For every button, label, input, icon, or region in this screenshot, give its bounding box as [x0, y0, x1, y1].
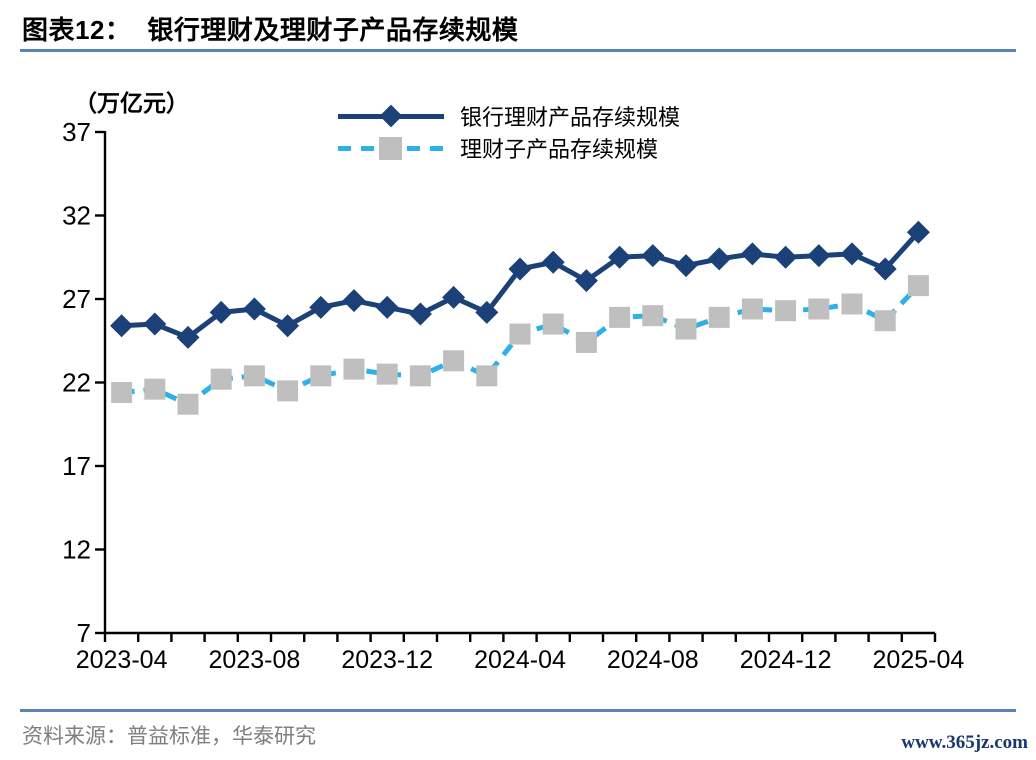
x-tick-label: 2023-08 — [209, 646, 301, 674]
axes — [95, 130, 937, 642]
square-marker — [609, 306, 631, 328]
y-tick-label: 17 — [62, 451, 91, 481]
diamond-marker — [807, 244, 831, 268]
square-marker — [542, 313, 564, 335]
square-marker — [775, 300, 797, 322]
legend-label-subsidiary-products: 理财子产品存续规模 — [460, 137, 659, 162]
diamond-marker — [906, 220, 930, 244]
square-marker-icon — [379, 137, 402, 160]
diamond-marker — [309, 295, 333, 319]
diamond-marker — [608, 245, 632, 269]
square-marker — [243, 365, 265, 387]
diamond-marker — [375, 295, 399, 319]
diamond-marker — [475, 300, 499, 324]
square-marker — [509, 323, 531, 345]
diamond-marker — [840, 242, 864, 266]
square-marker — [708, 306, 730, 328]
figure-title-text: 银行理财及理财子产品存续规模 — [147, 15, 519, 45]
series-bank-markers — [110, 220, 930, 349]
diamond-marker — [408, 302, 432, 326]
square-marker — [675, 318, 697, 340]
square-marker — [841, 293, 863, 315]
x-tick-label: 2024-04 — [474, 646, 566, 674]
figure-title: 图表12： 银行理财及理财子产品存续规模 — [22, 10, 518, 47]
legend-label-bank-products: 银行理财产品存续规模 — [460, 105, 681, 130]
legend-item-subsidiary-products: 理财子产品存续规模 — [338, 132, 680, 164]
diamond-marker — [276, 314, 300, 338]
square-marker — [741, 298, 763, 320]
diamond-marker — [674, 254, 698, 278]
chart-legend: 银行理财产品存续规模 理财子产品存续规模 — [338, 100, 680, 164]
y-tick-label: 22 — [62, 368, 91, 398]
figure-number: 图表12： — [22, 15, 132, 45]
diamond-marker — [873, 257, 897, 281]
square-marker — [111, 382, 133, 404]
square-marker — [443, 350, 465, 372]
diamond-marker — [442, 285, 466, 309]
square-marker — [376, 363, 398, 385]
diamond-marker — [176, 325, 200, 349]
footer-divider — [20, 709, 1016, 712]
square-marker — [907, 275, 929, 297]
square-marker — [476, 365, 498, 387]
square-marker — [575, 331, 597, 353]
y-tick-label: 37 — [62, 117, 91, 147]
diamond-marker — [110, 314, 134, 338]
y-tick-label: 12 — [62, 535, 91, 565]
y-tick-label: 7 — [77, 618, 91, 648]
diamond-marker — [641, 244, 665, 268]
title-divider — [20, 49, 1016, 52]
diamond-marker — [508, 257, 532, 281]
x-tick-label: 2024-12 — [740, 646, 832, 674]
y-axis-unit-label: （万亿元） — [74, 90, 189, 116]
square-marker — [177, 393, 199, 415]
square-marker — [277, 380, 299, 402]
square-marker — [310, 365, 332, 387]
y-tick-label: 27 — [62, 284, 91, 314]
legend-line-diamond-icon — [338, 103, 444, 129]
square-marker — [409, 365, 431, 387]
square-marker — [343, 358, 365, 380]
square-marker — [210, 368, 232, 390]
watermark-link[interactable]: www.365jz.com — [901, 732, 1028, 753]
square-marker — [642, 305, 664, 327]
legend-dashed-square-icon — [338, 135, 444, 161]
diamond-marker — [242, 297, 266, 321]
x-tick-label: 2023-04 — [76, 646, 168, 674]
square-marker — [874, 310, 896, 332]
diamond-marker — [740, 242, 764, 266]
series-subsidiary-line — [121, 283, 921, 408]
legend-item-bank-products: 银行理财产品存续规模 — [338, 100, 680, 132]
series-subsidiary-markers — [111, 275, 929, 415]
x-tick-label: 2025-04 — [873, 646, 965, 674]
diamond-marker — [209, 300, 233, 324]
diamond-marker — [574, 269, 598, 293]
x-axis-tick-labels: 2023-04 2023-08 2023-12 2024-04 2024-08 2024-… — [76, 646, 965, 674]
y-axis-tick-labels: 37 32 27 22 17 12 7 — [62, 117, 91, 648]
series-bank-line — [121, 230, 921, 340]
source-note: 资料来源：普益标准，华泰研究 — [22, 725, 316, 748]
square-marker — [144, 378, 166, 400]
diamond-marker — [143, 312, 167, 336]
x-tick-label: 2023-12 — [341, 646, 433, 674]
diamond-marker — [342, 289, 366, 313]
diamond-marker — [774, 245, 798, 269]
diamond-marker — [541, 250, 565, 274]
square-marker — [808, 298, 830, 320]
diamond-marker — [707, 247, 731, 271]
x-tick-label: 2024-08 — [607, 646, 699, 674]
y-tick-label: 32 — [62, 201, 91, 231]
